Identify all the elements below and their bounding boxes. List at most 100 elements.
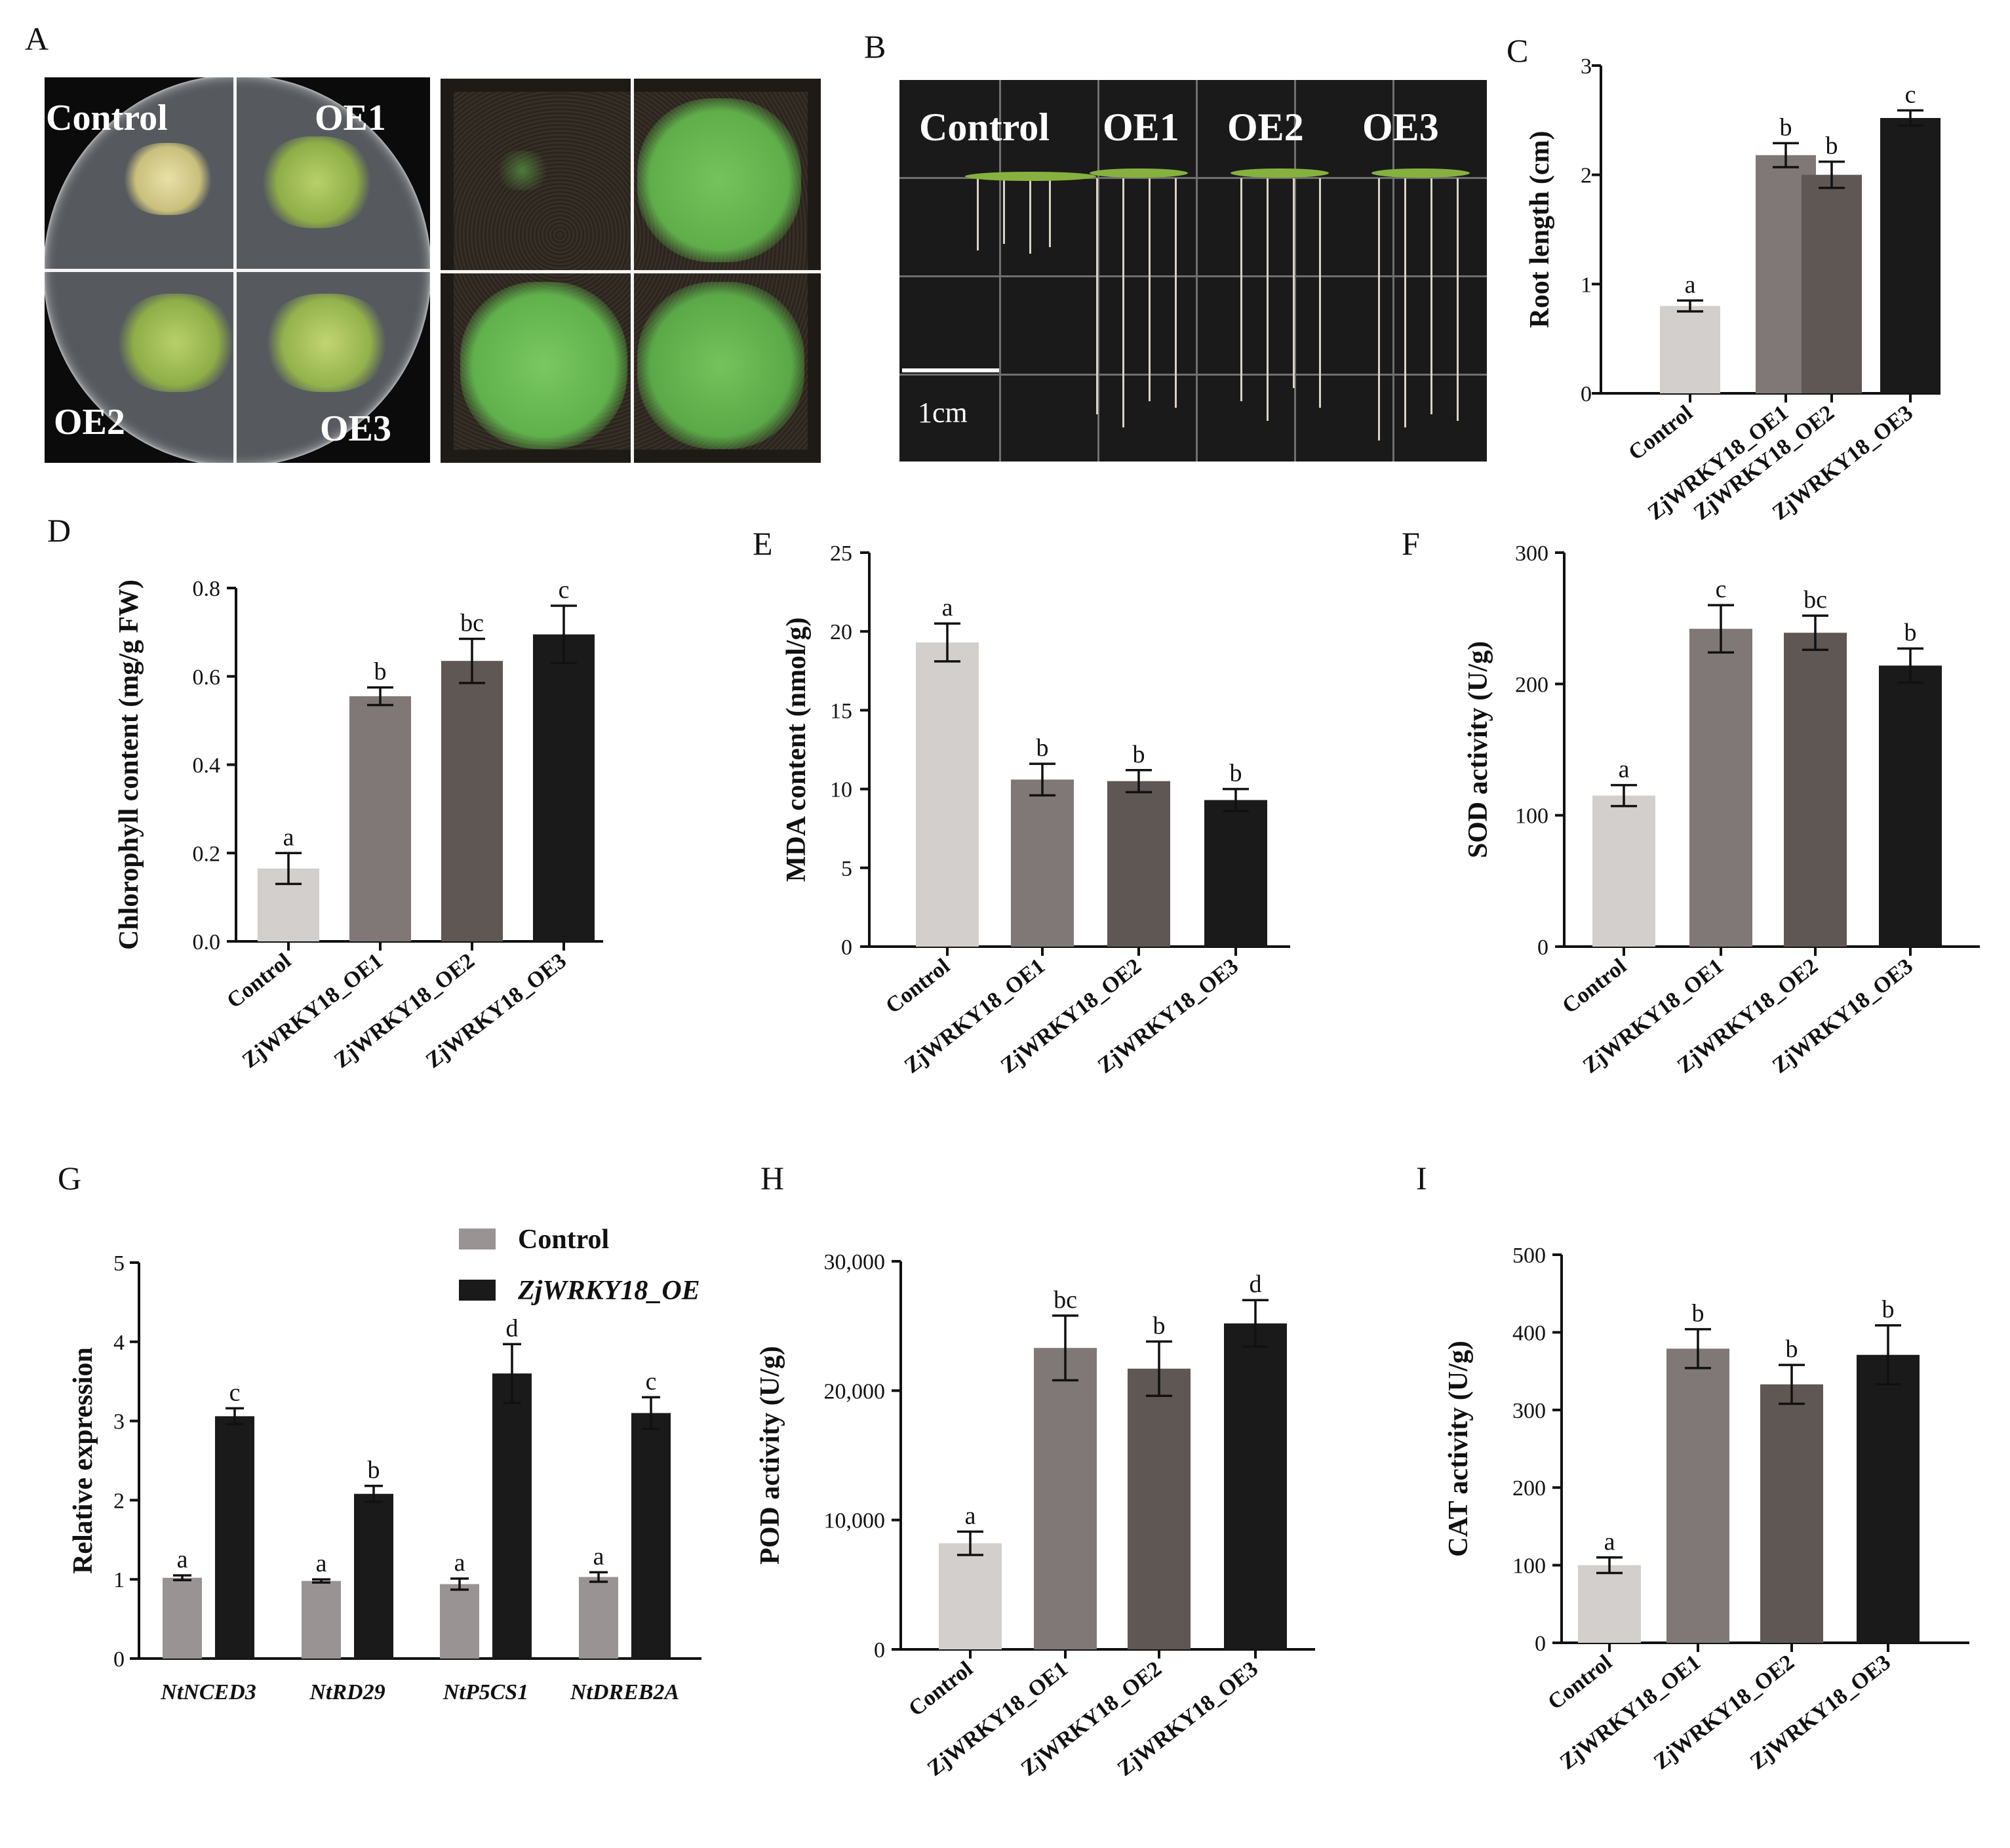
y-tick-label-C: 2 <box>1581 164 1592 188</box>
panel-label-i: I <box>1416 1160 1427 1196</box>
y-tick-label-H: 0 <box>874 1638 885 1662</box>
y-tick-label-E: 5 <box>841 857 852 881</box>
bar-D-2 <box>441 661 503 941</box>
bar-G-0-0 <box>163 1577 202 1659</box>
bar-E-3 <box>1204 800 1267 947</box>
y-tick-label-D: 0.6 <box>193 665 221 690</box>
x-category-label: Control <box>881 954 955 1019</box>
significance-label: c <box>1905 81 1916 108</box>
y-tick-label-E: 0 <box>841 935 852 960</box>
grid-line <box>1392 80 1394 462</box>
photo-b-label-oe1: OE1 <box>1103 106 1179 149</box>
seedling-root <box>1319 178 1321 408</box>
bar-E-0 <box>916 642 979 947</box>
seedling-root <box>1378 178 1380 441</box>
bar-H-2 <box>1128 1368 1191 1649</box>
significance-label: c <box>229 1379 241 1406</box>
seedling-root <box>1149 178 1151 401</box>
bar-D-3 <box>533 634 595 941</box>
significance-label: c <box>646 1367 657 1395</box>
y-tick-label-I: 100 <box>1512 1554 1546 1579</box>
grid-line <box>899 374 1487 376</box>
seedling-root <box>1003 178 1005 244</box>
bar-F-3 <box>1879 665 1942 947</box>
y-tick-label-I: 200 <box>1512 1476 1546 1501</box>
photo-a-label-oe1: OE1 <box>315 98 386 138</box>
seedling-leaves <box>1371 168 1470 178</box>
significance-label: a <box>1604 1528 1615 1556</box>
seedling-root <box>1240 178 1242 401</box>
x-category-label: Control <box>1558 954 1631 1019</box>
y-tick-label-I: 500 <box>1512 1244 1546 1268</box>
bar-E-1 <box>1011 779 1074 947</box>
y-tick-label-G: 0 <box>113 1647 125 1672</box>
x-category-label: NtDREB2A <box>570 1680 679 1704</box>
y-axis-title-D: Chlorophyll content (mg/g FW) <box>114 580 144 950</box>
y-tick-label-I: 0 <box>1535 1632 1546 1656</box>
seedling-root <box>1457 178 1459 421</box>
significance-label: b <box>368 1457 380 1484</box>
bar-G-0-3 <box>579 1577 618 1659</box>
y-tick-label-C: 1 <box>1581 273 1592 297</box>
significance-label: c <box>559 576 570 604</box>
panel-label-e: E <box>753 525 773 562</box>
significance-label: b <box>1904 619 1917 646</box>
significance-label: c <box>1716 576 1727 603</box>
y-axis-title-F: SOD activity (U/g) <box>1463 641 1493 858</box>
bar-I-0 <box>1578 1565 1641 1643</box>
grid-line <box>899 177 1487 179</box>
seedling-root <box>1267 178 1269 421</box>
significance-label: bc <box>1803 586 1827 614</box>
seedling-leaves <box>965 172 1096 181</box>
panel-label-g: G <box>58 1160 82 1196</box>
significance-label: b <box>1692 1300 1705 1327</box>
significance-label: d <box>506 1314 519 1342</box>
bar-G-1-0 <box>215 1416 254 1659</box>
bar-F-0 <box>1592 795 1655 947</box>
seedling-clump-control <box>122 143 214 215</box>
bar-C-3 <box>1880 118 1941 393</box>
bar-C-0 <box>1660 305 1720 393</box>
seedling-leaves <box>1231 168 1329 178</box>
significance-label: a <box>965 1502 976 1529</box>
significance-label: a <box>942 594 953 621</box>
y-tick-label-C: 0 <box>1581 382 1592 406</box>
seedling-clump-oe2 <box>117 294 235 392</box>
y-tick-label-D: 0.8 <box>193 577 221 601</box>
tray-divider-horizontal <box>441 270 821 273</box>
tray-seedlings-oe2 <box>460 282 627 449</box>
x-category-label: Control <box>1624 401 1697 465</box>
significance-label: a <box>283 823 294 851</box>
significance-label: b <box>374 658 387 686</box>
significance-label: b <box>1826 132 1838 160</box>
x-category-label: Control <box>1543 1650 1617 1715</box>
y-tick-label-E: 15 <box>830 699 852 723</box>
y-tick-label-E: 10 <box>830 778 852 802</box>
panel-label-h: H <box>760 1160 785 1196</box>
significance-label: a <box>454 1549 465 1577</box>
y-tick-label-E: 25 <box>830 541 852 566</box>
seedling-root <box>1293 178 1295 388</box>
bar-I-1 <box>1666 1348 1729 1643</box>
photo-petri-dish: Control OE1 OE2 OE3 <box>45 77 430 463</box>
legend-swatch <box>459 1229 496 1249</box>
significance-label: a <box>1619 756 1630 783</box>
significance-label: bc <box>460 609 484 637</box>
seedling-root <box>1096 178 1098 414</box>
seedling-root <box>1430 178 1432 414</box>
tray-seedlings-oe1 <box>637 98 801 262</box>
bar-I-2 <box>1760 1384 1823 1643</box>
y-tick-label-G: 1 <box>113 1568 125 1592</box>
photo-b-label-oe2: OE2 <box>1227 106 1304 149</box>
panel-label-f: F <box>1402 525 1420 562</box>
grid-line <box>999 80 1001 462</box>
bar-F-2 <box>1784 633 1847 947</box>
bar-C-2 <box>1802 174 1862 393</box>
photo-b-label-control: Control <box>919 106 1050 149</box>
divider-horizontal <box>45 269 430 272</box>
bar-H-3 <box>1224 1323 1287 1649</box>
tray-seedlings-oe3 <box>637 282 804 449</box>
grid-line <box>1097 80 1099 462</box>
significance-label: d <box>1250 1270 1262 1298</box>
